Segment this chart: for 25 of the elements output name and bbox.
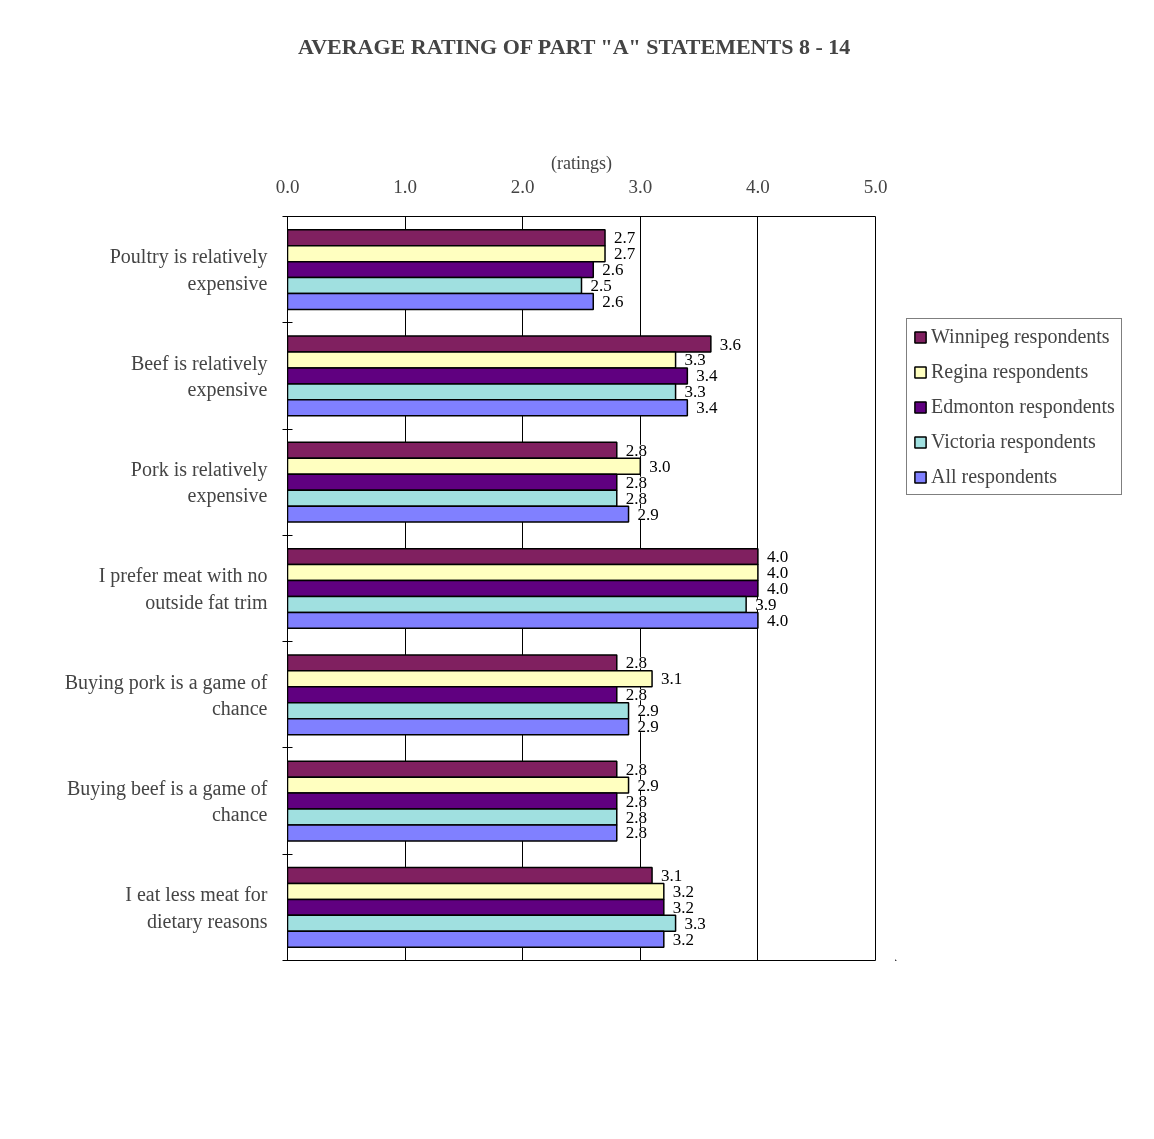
x-tick-label: 4.0 (746, 175, 770, 197)
y-tick-label: Pork is relatively expensive (130, 458, 268, 508)
data-label: 3.0 (649, 456, 671, 476)
x-tick-label: 3.0 (628, 175, 653, 197)
y-tick-label: I eat less meat for dietary reasons (125, 883, 268, 933)
x-tick-label: 2.0 (510, 175, 535, 197)
legend-label: Edmonton respondents (931, 395, 1115, 418)
data-label: 2.8 (625, 653, 648, 673)
legend-label: Winnipeg respondents (931, 325, 1110, 348)
data-label: 3.1 (661, 669, 683, 689)
x-tick-label: 0.0 (275, 175, 300, 197)
chart-title: AVERAGE RATING OF PART "A" STATEMENTS 8 - 14 (298, 33, 851, 59)
x-axis-title: (ratings) (551, 152, 612, 174)
x-tick-label: 1.0 (393, 175, 417, 197)
y-tick-label: I prefer meat with no outside fat trim (98, 564, 268, 613)
y-tick-label: Buying beef is a game of chance (67, 776, 268, 826)
legend-label: Regina respondents (931, 360, 1089, 383)
data-label: 3.6 (719, 334, 742, 354)
legend-label: All respondents (931, 465, 1058, 488)
legend-label: Victoria respondents (931, 430, 1096, 453)
y-tick-label: Buying pork is a game of chance (64, 670, 268, 719)
y-tick-label: Beef is relatively expensive (130, 351, 268, 402)
x-tick-label: 5.0 (863, 175, 888, 197)
y-tick-label: Poultry is relatively expensive (109, 245, 268, 295)
data-label: 2.8 (625, 440, 648, 460)
